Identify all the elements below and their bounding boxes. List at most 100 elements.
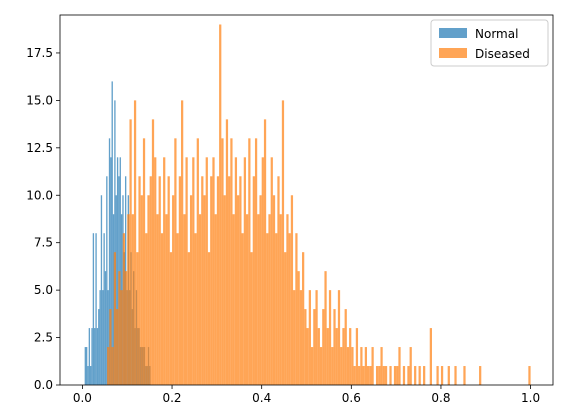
histogram-bar: [246, 214, 249, 385]
histogram-bar: [201, 176, 204, 385]
histogram-bar: [423, 366, 426, 385]
histogram-bar: [169, 252, 173, 385]
histogram-bar: [254, 138, 258, 385]
histogram-bar: [295, 233, 298, 385]
histogram-bar: [286, 214, 289, 385]
histogram-bar: [279, 214, 282, 385]
histogram-bar: [440, 366, 444, 385]
histogram-bar: [239, 176, 242, 385]
histogram-bar: [393, 366, 397, 385]
histogram-bar: [189, 195, 193, 385]
histogram-bar: [115, 195, 117, 385]
y-tick-label: 7.5: [34, 236, 53, 250]
x-tick-label: 1.0: [521, 391, 540, 405]
histogram-bar: [299, 290, 303, 385]
histogram-bar: [380, 347, 383, 385]
histogram-bar: [98, 309, 100, 385]
histogram-bar: [165, 214, 168, 385]
histogram-bar: [158, 176, 161, 385]
histogram-bar: [319, 347, 323, 385]
histogram-bar: [178, 176, 182, 385]
legend-swatch-normal: [439, 28, 467, 38]
histogram-bar: [151, 119, 155, 386]
histogram-bar: [154, 157, 157, 385]
histogram-bar: [375, 366, 379, 385]
histogram-bar: [106, 176, 108, 385]
histogram-bar: [107, 290, 109, 385]
histogram-bar: [85, 347, 88, 385]
histogram-bar: [205, 157, 208, 385]
y-tick-label: 17.5: [26, 46, 53, 60]
histogram-bar: [250, 252, 253, 385]
histogram-bar: [114, 100, 116, 385]
histogram-bar: [317, 328, 320, 385]
y-tick-label: 12.5: [26, 141, 53, 155]
histogram-bar: [185, 157, 188, 385]
histogram-bar: [212, 157, 215, 385]
histogram-bar: [270, 157, 273, 385]
histogram-bar: [92, 233, 95, 385]
histogram-bar: [223, 195, 226, 385]
histogram-bar: [234, 157, 238, 385]
bars-layer: [84, 24, 531, 386]
histogram-bar: [360, 347, 363, 385]
histogram-bar: [306, 328, 309, 385]
histogram-bar: [409, 347, 412, 385]
histogram-bar: [95, 233, 97, 385]
histogram-bar: [111, 81, 113, 385]
histogram-bar: [257, 214, 260, 385]
histogram-bar: [232, 214, 235, 385]
histogram-bar: [181, 100, 184, 385]
histogram-bar: [116, 309, 119, 385]
histogram-bar: [87, 366, 89, 385]
histogram-bar: [293, 290, 296, 385]
histogram-bar: [463, 366, 466, 385]
histogram-bar: [210, 176, 213, 385]
histogram-bar: [414, 366, 417, 385]
histogram-bar: [447, 366, 450, 385]
y-tick-label: 2.5: [34, 331, 53, 345]
histogram-bar: [112, 214, 115, 385]
histogram-bar: [241, 233, 244, 385]
histogram-bar: [454, 366, 457, 385]
histogram-bar: [214, 214, 217, 385]
x-tick-label: 0.0: [73, 391, 92, 405]
histogram-bar: [104, 271, 107, 385]
histogram-bar: [127, 214, 130, 385]
histogram-bar: [196, 138, 199, 385]
histogram-bar: [384, 366, 388, 385]
histogram-bar: [382, 366, 385, 385]
histogram-bar: [324, 271, 327, 385]
histogram-bar: [259, 195, 262, 385]
histogram-bar: [140, 195, 143, 385]
histogram-bar: [91, 328, 93, 385]
x-tick-label: 0.4: [252, 391, 271, 405]
histogram-bar: [342, 328, 345, 385]
histogram-bar: [290, 195, 294, 385]
histogram-bar: [281, 100, 285, 385]
histogram-bar: [230, 138, 233, 385]
histogram-bar: [110, 157, 112, 385]
histogram-bar: [288, 233, 291, 385]
histogram-bar: [187, 252, 190, 385]
histogram-bar: [198, 214, 202, 385]
histogram-bar: [133, 100, 137, 385]
histogram-bar: [407, 366, 410, 385]
histogram-bar: [358, 366, 361, 385]
histogram-bar: [333, 309, 336, 385]
histogram-bar: [129, 119, 132, 386]
histogram-bar: [353, 366, 356, 385]
histogram-bar: [528, 366, 531, 385]
histogram-bar: [371, 347, 374, 385]
histogram-bar: [84, 347, 86, 385]
histogram-bar: [96, 328, 99, 385]
histogram-bar: [167, 176, 170, 385]
histogram-bar: [207, 252, 211, 385]
histogram-bar: [131, 214, 134, 385]
histogram-bar: [237, 195, 240, 385]
histogram-bar: [107, 347, 110, 385]
y-tick-label: 15.0: [26, 93, 53, 107]
histogram-bar: [346, 347, 350, 385]
histogram-bar: [315, 290, 318, 385]
histogram-bar: [113, 252, 117, 385]
